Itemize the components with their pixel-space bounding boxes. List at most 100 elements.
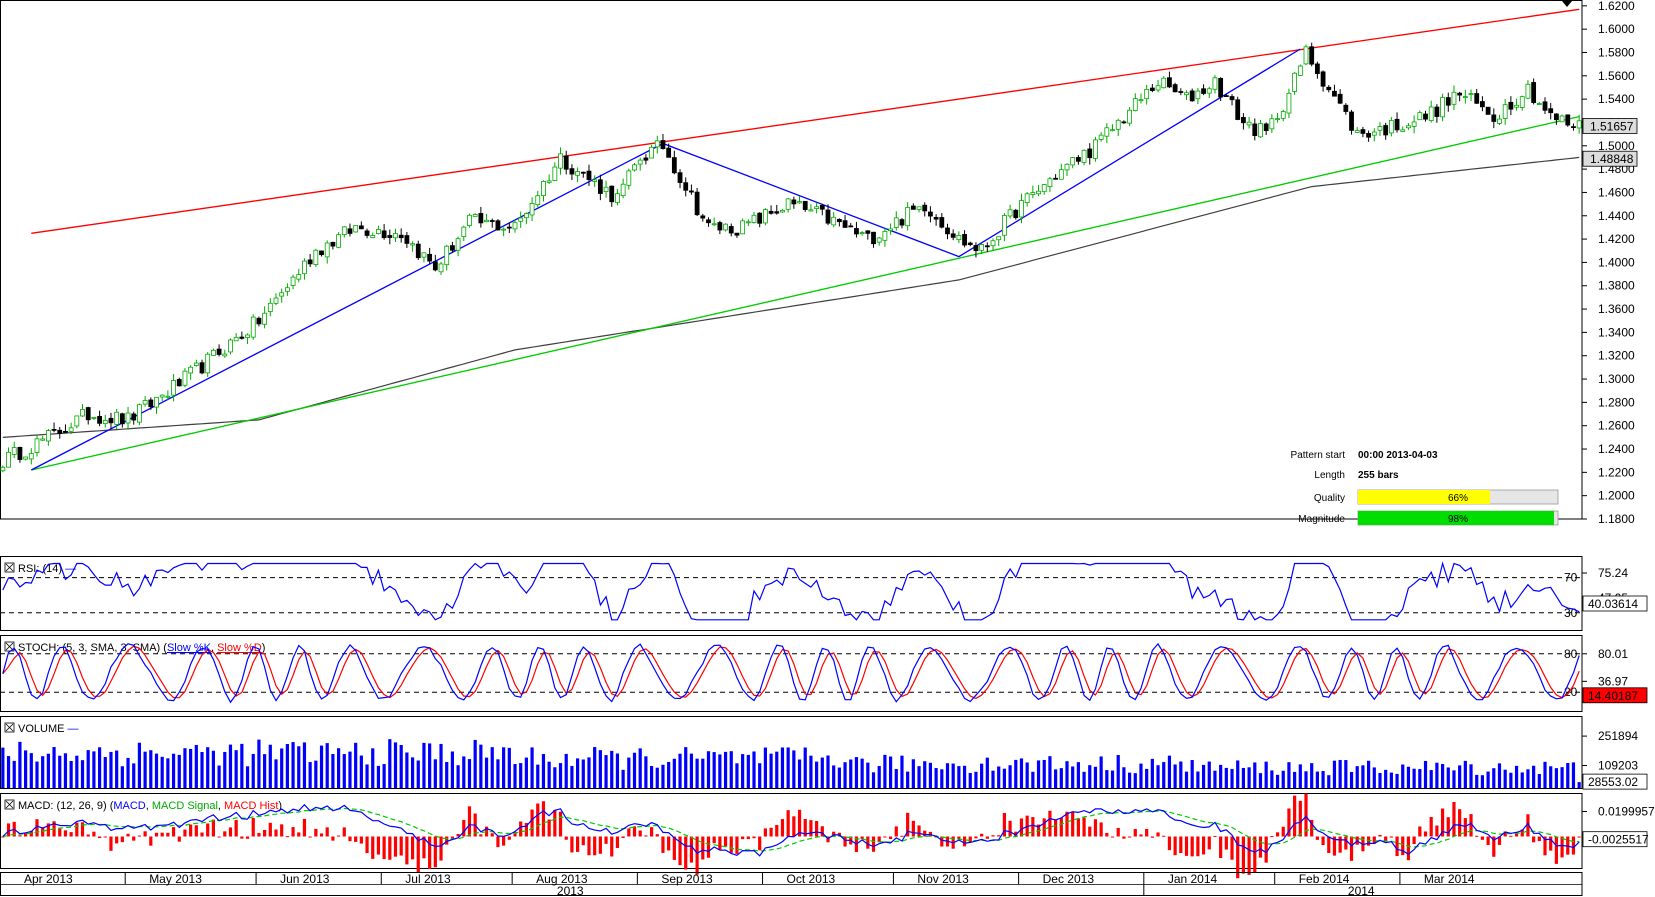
candle-body (580, 171, 586, 174)
pane-toggle-icon[interactable] (4, 562, 15, 573)
candle-body (1337, 93, 1343, 104)
candle-body (1559, 115, 1565, 123)
rsi-pane-border (0, 556, 1583, 631)
candle-body (324, 242, 330, 258)
stoch-level-label: 20 (1564, 685, 1578, 699)
macd-hist-bar (200, 832, 204, 837)
volume-bar (456, 765, 460, 788)
volume-bar (1236, 760, 1240, 788)
macd-hist-bar (80, 822, 85, 837)
volume-bar (502, 747, 506, 788)
macd-hist-bar (348, 836, 352, 842)
volume-bar (1173, 764, 1177, 788)
macd-hist-bar (1162, 835, 1166, 837)
macd-signal-line (2, 807, 1580, 852)
volume-bar (1554, 768, 1558, 788)
macd-hist-bar (1537, 836, 1541, 842)
candle-body (683, 182, 689, 191)
candle-body (1508, 101, 1514, 110)
macd-hist-bar (1127, 836, 1132, 838)
macd-hist-bar (308, 836, 312, 838)
macd-hist-bar (1207, 836, 1211, 850)
candle-body (933, 216, 939, 220)
candle-body (802, 200, 808, 210)
candle-body (728, 226, 734, 234)
volume-bar (558, 763, 563, 788)
macd-hist-bar (547, 819, 551, 837)
price-pane-border (0, 0, 1583, 520)
candle-body (284, 287, 290, 292)
candle-body (1502, 104, 1508, 119)
volume-bar (1196, 771, 1200, 788)
macd-hist-bar (1287, 808, 1291, 837)
candle-body (1576, 120, 1582, 129)
volume-bar (1054, 769, 1058, 788)
volume-bar (655, 767, 659, 788)
volume-bar (866, 762, 870, 788)
volume-bar (923, 761, 927, 788)
candle-body (506, 226, 512, 229)
candle-body (1098, 134, 1104, 140)
candle-body (159, 394, 165, 398)
candle-body (1121, 121, 1127, 124)
volume-bar (723, 751, 728, 788)
candle-body (1189, 90, 1195, 102)
volume-bar (1122, 767, 1126, 788)
macd-hist-bar (570, 836, 574, 853)
y-tick-label: 1.4400 (1598, 209, 1635, 223)
macd-hist-bar (132, 836, 136, 841)
pattern-line-zigzag (31, 48, 1301, 471)
volume-bar (826, 755, 830, 788)
y-tick-label: 1.1800 (1598, 512, 1635, 526)
pane-toggle-icon[interactable] (4, 799, 15, 810)
y-tick-label: 1.5600 (1598, 69, 1635, 83)
volume-bar (1475, 774, 1479, 788)
volume-bar (1048, 756, 1052, 788)
candle-body (1201, 88, 1206, 94)
volume-bar (536, 764, 540, 788)
volume-bar (610, 750, 614, 788)
volume-bar (1162, 762, 1166, 788)
pane-toggle-icon[interactable] (4, 641, 15, 652)
candle-body (34, 438, 40, 453)
volume-bar (661, 764, 665, 788)
volume-bar (1435, 762, 1439, 788)
candle-body (751, 214, 757, 223)
volume-bar (1355, 766, 1359, 788)
volume-bar (80, 760, 85, 788)
volume-bar (149, 750, 153, 788)
candle-body (80, 409, 85, 417)
y-tick-label: 1.3600 (1598, 302, 1635, 316)
volume-bar (97, 747, 102, 788)
candle-body (643, 157, 649, 161)
quality-bar-value: 66% (1448, 493, 1468, 504)
volume-bar (234, 750, 238, 788)
volume-bar (439, 743, 443, 788)
macd-hist-bar (1412, 836, 1416, 845)
macd-hist-bar (1014, 831, 1018, 837)
macd-hist-bar (507, 836, 511, 840)
volume-bar (1452, 770, 1456, 788)
volume-bar (985, 757, 989, 788)
candle-body (381, 230, 387, 239)
volume-bar (1338, 759, 1342, 788)
candle-body (1149, 87, 1155, 91)
candle-body (68, 427, 74, 432)
volume-bar (280, 748, 284, 788)
candle-body (484, 219, 489, 223)
candle-body (1371, 131, 1377, 136)
pane-toggle-icon[interactable] (4, 722, 15, 733)
candle-body (1019, 200, 1024, 218)
macd-hist-bar (274, 829, 278, 837)
candle-body (871, 231, 876, 245)
macd-hist-bar (712, 836, 716, 844)
candle-body (1007, 209, 1013, 217)
quality-bar-label: Quality (1314, 493, 1345, 504)
volume-bar (388, 739, 392, 788)
macd-hist-bar (137, 835, 142, 837)
candle-body (313, 249, 319, 265)
macd-hist-bar (1059, 817, 1063, 837)
macd-hist-bar (1446, 817, 1450, 837)
macd-hist-bar (314, 828, 318, 837)
candle-body (182, 370, 188, 386)
